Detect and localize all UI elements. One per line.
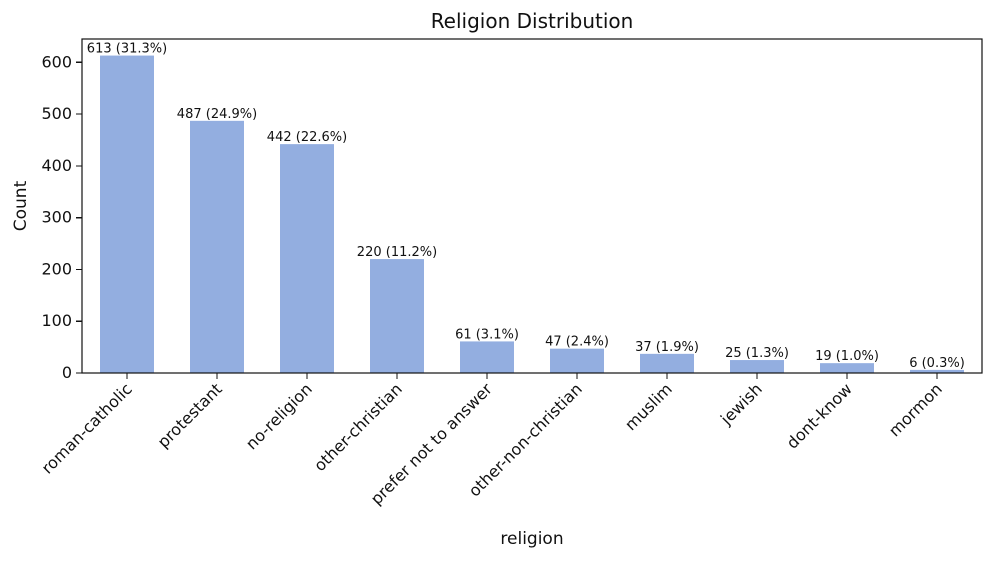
bar-prefer-not-to-answer	[460, 341, 514, 373]
data-label-mormon: 6 (0.3%)	[909, 356, 965, 371]
y-tick-label-0: 0	[62, 363, 72, 382]
plot-frame	[81, 38, 983, 374]
data-label-no-religion: 442 (22.6%)	[267, 130, 347, 145]
ticks-layer: 0 100 200 300 400 500 600 roman-catholic protest…	[38, 52, 946, 508]
x-tick-label-muslim: muslim	[621, 379, 676, 434]
bar-muslim	[640, 353, 694, 373]
bar-mormon	[910, 369, 964, 373]
x-tick-label-other-christian: other-christian	[310, 379, 406, 475]
bar-other-non-christian	[550, 348, 604, 373]
y-tick-label-100: 100	[41, 311, 72, 330]
x-tick-label-jewish: jewish	[716, 379, 766, 429]
bar-protestant	[190, 120, 244, 374]
data-label-other-non-christian: 47 (2.4%)	[545, 335, 609, 350]
x-tick-label-no-religion: no-religion	[242, 379, 316, 453]
x-tick-label-protestant: protestant	[154, 379, 226, 451]
y-axis-label: Count	[11, 180, 31, 231]
y-tick-label-500: 500	[41, 104, 72, 123]
data-label-muslim: 37 (1.9%)	[635, 340, 699, 355]
bars-layer	[100, 55, 964, 374]
bar-dont-know	[820, 363, 874, 373]
data-label-prefer-not-to-answer: 61 (3.1%)	[455, 327, 519, 342]
bar-roman-catholic	[100, 55, 154, 373]
x-tick-label-dont-know: dont-know	[783, 379, 856, 452]
x-tick-label-mormon: mormon	[885, 379, 946, 440]
bar-other-christian	[370, 259, 424, 373]
bar-jewish	[730, 360, 784, 373]
data-labels-layer: 613 (31.3%) 487 (24.9%) 442 (22.6%) 220 (11…	[87, 42, 965, 371]
data-label-dont-know: 19 (1.0%)	[815, 349, 879, 364]
x-tick-label-roman-catholic: roman-catholic	[38, 379, 136, 477]
y-tick-label-600: 600	[41, 52, 72, 71]
data-label-other-christian: 220 (11.2%)	[357, 245, 437, 260]
chart-title: Religion Distribution	[431, 9, 634, 33]
x-axis-label: religion	[500, 529, 563, 549]
data-label-roman-catholic: 613 (31.3%)	[87, 42, 167, 57]
y-tick-label-200: 200	[41, 259, 72, 278]
data-label-protestant: 487 (24.9%)	[177, 107, 257, 122]
y-tick-label-300: 300	[41, 208, 72, 227]
y-tick-label-400: 400	[41, 156, 72, 175]
bar-no-religion	[280, 144, 334, 373]
data-label-jewish: 25 (1.3%)	[725, 346, 789, 361]
